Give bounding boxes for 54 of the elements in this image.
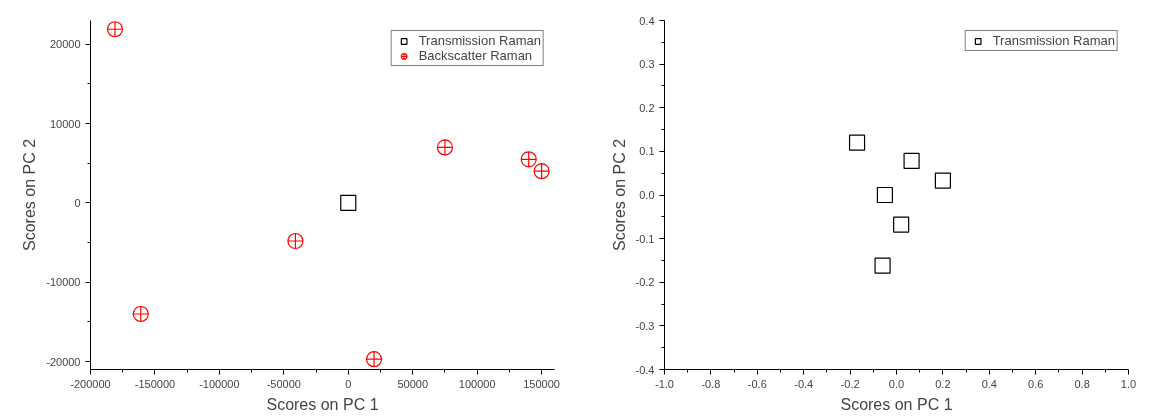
y-tick-label: -20000 [46,355,81,368]
x-tick-label: -0.8 [701,377,721,390]
point [132,305,149,323]
x-tick-label: -0.4 [794,377,814,390]
x-tick-label: 0.0 [888,377,905,390]
x-tick-label: 0.2 [935,377,951,390]
y-tick-label: 0.1 [639,145,655,158]
y-tick-label: -0.2 [635,276,655,289]
point [436,139,454,156]
point [874,257,891,274]
x-tick-label: -0.2 [840,377,860,390]
legend-label: Transmission Raman [418,33,541,48]
point [533,163,550,180]
x-tick-label: -50000 [266,377,301,390]
point [106,21,124,38]
x-tick-label: 0.4 [981,377,997,390]
y-tick-label: 20000 [49,38,81,51]
x-tick-label: 0 [345,377,352,390]
point [520,151,537,168]
y-axis-title: Scores on PC 2 [610,138,628,252]
x-tick-label: 150000 [523,377,560,390]
x-tick-label: 0.6 [1028,377,1044,390]
y-tick-label: 0.0 [639,189,655,201]
y-tick-label: 0.4 [639,14,655,27]
point [893,216,910,233]
point [365,351,383,368]
y-tick-label: 0.3 [639,58,655,71]
x-axis-title: Scores on PC 1 [266,395,379,413]
y-tick-label: 0 [74,196,81,209]
y-tick-label: -0.1 [635,232,655,245]
y-tick-label: -0.3 [635,319,655,332]
x-tick-label: -1.0 [655,377,674,390]
x-tick-label: 0.8 [1074,377,1090,390]
point [340,194,357,212]
point [876,186,893,204]
y-tick-label: 10000 [49,117,81,130]
point [934,172,951,189]
point [848,134,866,151]
x-tick-label: -200000 [70,377,111,390]
x-tick-label: -0.6 [747,377,767,390]
x-tick-label: -100000 [199,377,240,390]
x-tick-label: 50000 [397,377,429,390]
y-tick-label: -0.4 [635,363,655,376]
x-tick-label: 1.0 [1120,377,1137,390]
point [903,152,920,170]
x-tick-label: -150000 [134,377,176,390]
x-axis-title: Scores on PC 1 [840,395,953,413]
y-tick-label: -10000 [46,276,81,289]
y-axis-title: Scores on PC 2 [21,138,39,252]
y-tick-label: 0.2 [639,101,655,114]
point [287,232,304,250]
legend-label: Backscatter Raman [418,48,533,63]
legend-label: Transmission Raman [992,33,1115,48]
x-tick-label: 100000 [458,377,496,390]
